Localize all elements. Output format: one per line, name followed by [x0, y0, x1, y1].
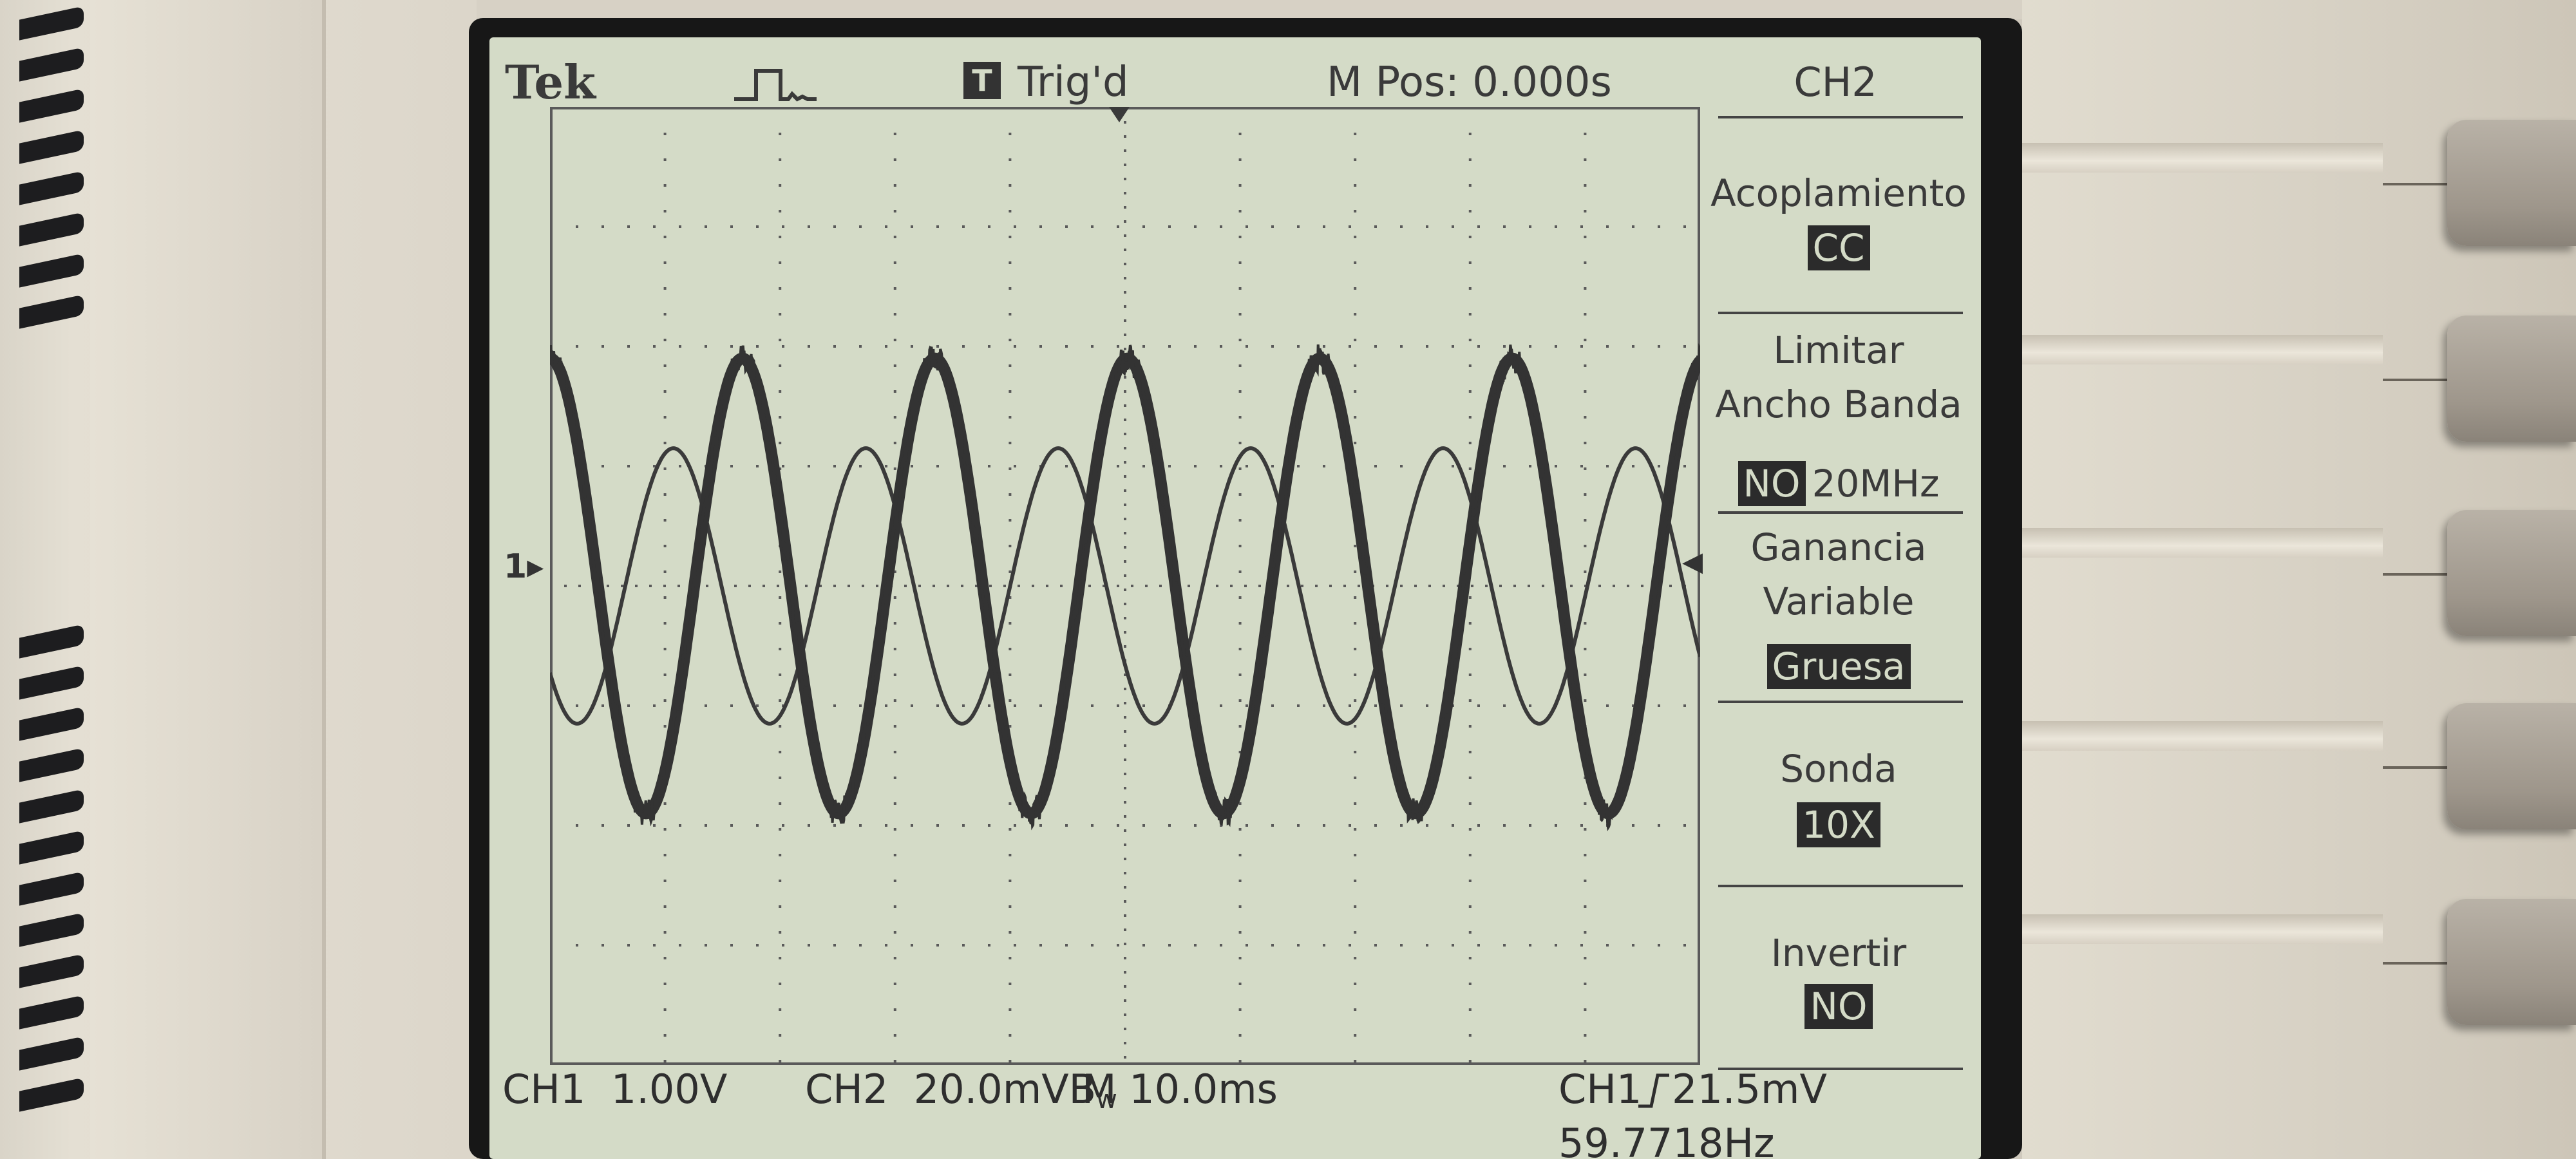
menu-title: CH2 [1794, 59, 1877, 106]
menu-divider [1718, 1068, 1963, 1070]
variable-gain-value: Gruesa [1766, 644, 1911, 689]
bw-limit-value: NO [1738, 461, 1806, 506]
bezel-button-bw-limit[interactable] [2447, 316, 2576, 442]
vent-grille-upper [19, 0, 84, 343]
trigger-status: Trig'd [1018, 59, 1129, 106]
trigger-level-readout: 21.5mV [1672, 1066, 1827, 1113]
oscilloscope-display: Tek T Trig'd M Pos: 0.000s 1▸ ◂ CH1 1.00… [489, 37, 1981, 1159]
menu-divider [1718, 116, 1963, 118]
menu-item-coupling[interactable]: CC [1707, 225, 1971, 270]
invert-value: NO [1804, 984, 1873, 1029]
probe-value: 10X [1797, 802, 1880, 847]
menu-item-invert[interactable]: NO [1707, 984, 1971, 1029]
bezel-button-coupling[interactable] [2447, 120, 2576, 246]
ch2-scale-readout: CH2 20.0mVBw [805, 1066, 1117, 1115]
trigger-level-marker: ◂ [1682, 537, 1703, 585]
brand-logo: Tek [505, 55, 596, 109]
bezel-button-leader [2383, 766, 2447, 769]
bw-limit-mark: w [1096, 1085, 1117, 1115]
bw-limit-freq: 20MHz [1812, 462, 1940, 505]
menu-item-bw-limit[interactable]: NO 20MHz [1707, 461, 1971, 506]
ch1-ground-marker: 1▸ [504, 547, 544, 586]
ch1-waveform-noise [550, 343, 1700, 832]
panel-rib [2022, 914, 2383, 944]
bezel-button-probe[interactable] [2447, 703, 2576, 829]
trigger-badge: T [963, 62, 1001, 99]
trigger-source-readout: CH1 [1558, 1066, 1642, 1113]
menu-divider [1718, 885, 1963, 887]
main-position-readout: M Pos: 0.000s [1327, 59, 1612, 106]
menu-item-invert-label: Invertir [1770, 931, 1907, 975]
menu-item-variable-gain-label: Ganancia Variable [1750, 525, 1927, 623]
panel-rib [2022, 143, 2383, 173]
panel-rib [2022, 721, 2383, 751]
coupling-value: CC [1807, 225, 1870, 270]
panel-rib [2022, 528, 2383, 558]
timebase-readout: M 10.0ms [1082, 1066, 1278, 1113]
bezel-button-leader [2383, 379, 2447, 381]
bezel-button-leader [2383, 962, 2447, 965]
waveform-graticule [550, 107, 1700, 1065]
menu-item-probe-label: Sonda [1780, 747, 1897, 791]
ch1-scale-readout: CH1 1.00V [502, 1066, 728, 1113]
frequency-readout: 59.7718Hz [1558, 1120, 1775, 1159]
menu-item-probe[interactable]: 10X [1707, 802, 1971, 847]
menu-item-coupling-label: Acoplamiento [1710, 171, 1967, 215]
bezel-button-variable-gain[interactable] [2447, 510, 2576, 636]
ch2-waveform [550, 446, 1700, 726]
menu-item-bw-limit-label: Limitar Ancho Banda [1715, 328, 1962, 426]
menu-divider [1718, 701, 1963, 703]
bezel-button-invert[interactable] [2447, 899, 2576, 1025]
trigger-position-marker [1109, 107, 1130, 122]
pulse-waveform-icon [734, 69, 817, 102]
left-bezel-strip [90, 0, 326, 1159]
bezel-button-leader [2383, 183, 2447, 185]
ch2-side-menu: CH2 Acoplamiento CC Limitar Ancho Banda … [1707, 57, 1977, 1087]
menu-divider [1718, 312, 1963, 314]
rising-edge-icon [1638, 1073, 1669, 1108]
panel-rib [2022, 335, 2383, 364]
vent-grille-lower [19, 624, 84, 1126]
menu-item-variable-gain[interactable]: Gruesa [1707, 644, 1971, 689]
menu-divider [1718, 511, 1963, 514]
bezel-button-leader [2383, 573, 2447, 576]
